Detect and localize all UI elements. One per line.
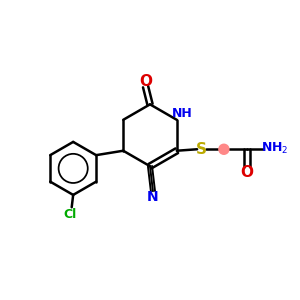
Text: O: O [139,74,152,89]
Text: Cl: Cl [63,208,76,220]
Text: NH$_2$: NH$_2$ [261,140,288,156]
Circle shape [219,144,229,154]
Text: NH: NH [172,107,192,120]
Text: O: O [240,165,254,180]
Text: S: S [195,142,206,157]
Text: N: N [147,190,159,204]
